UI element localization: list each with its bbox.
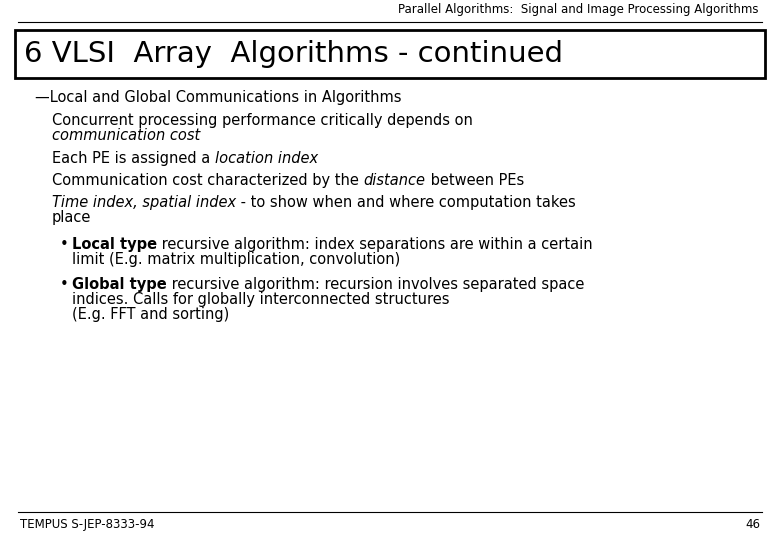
Text: —Local and Global Communications in Algorithms: —Local and Global Communications in Algo… [35, 90, 402, 105]
Text: TEMPUS S-JEP-8333-94: TEMPUS S-JEP-8333-94 [20, 518, 154, 531]
Text: 6 VLSI  Array  Algorithms - continued: 6 VLSI Array Algorithms - continued [24, 40, 563, 68]
Text: Parallel Algorithms:  Signal and Image Processing Algorithms: Parallel Algorithms: Signal and Image Pr… [398, 3, 758, 16]
Text: Time index, spatial index: Time index, spatial index [52, 195, 236, 210]
Text: Local type: Local type [72, 237, 157, 252]
Text: place: place [52, 210, 91, 225]
Text: limit (E.g. matrix multiplication, convolution): limit (E.g. matrix multiplication, convo… [72, 252, 400, 267]
Text: (E.g. FFT and sorting): (E.g. FFT and sorting) [72, 307, 229, 322]
Text: Communication cost characterized by the: Communication cost characterized by the [52, 173, 363, 188]
Text: Concurrent processing performance critically depends on: Concurrent processing performance critic… [52, 113, 473, 128]
Text: recursive algorithm: index separations are within a certain: recursive algorithm: index separations a… [157, 237, 593, 252]
Text: communication cost: communication cost [52, 128, 200, 143]
Text: distance: distance [363, 173, 426, 188]
Text: •: • [60, 277, 69, 292]
Text: Each PE is assigned a: Each PE is assigned a [52, 151, 214, 166]
Text: 46: 46 [745, 518, 760, 531]
Text: recursive algorithm: recursion involves separated space: recursive algorithm: recursion involves … [167, 277, 584, 292]
Text: location index: location index [215, 151, 318, 166]
Text: •: • [60, 237, 69, 252]
Text: Global type: Global type [72, 277, 167, 292]
Text: between PEs: between PEs [426, 173, 523, 188]
Text: indices. Calls for globally interconnected structures: indices. Calls for globally interconnect… [72, 292, 449, 307]
Text: - to show when and where computation takes: - to show when and where computation tak… [236, 195, 576, 210]
FancyBboxPatch shape [15, 30, 765, 78]
